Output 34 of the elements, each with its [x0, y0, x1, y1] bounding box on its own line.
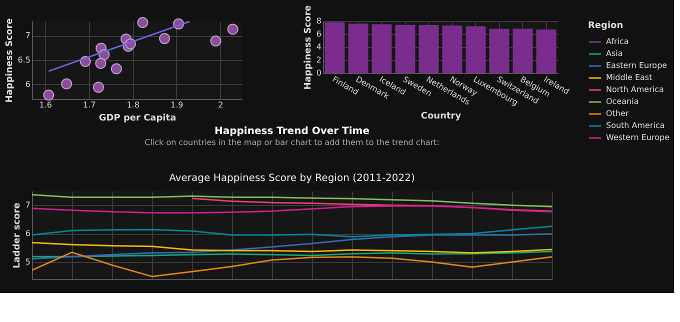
- y-tick-label: 5: [25, 257, 30, 266]
- y-tick-label: 0: [316, 68, 322, 78]
- chart-subtitle: Click on countries in the map or bar chart to add them to the trend chart:: [144, 138, 440, 147]
- legend-label: North America: [606, 85, 664, 94]
- x-axis-title: Country: [420, 111, 462, 122]
- legend-label: Middle East: [606, 73, 652, 82]
- y-tick-label: 2: [316, 56, 322, 64]
- x-tick-label: 1.8: [126, 100, 140, 110]
- y-axis-title: Happiness Score: [4, 18, 15, 103]
- y-axis-title: Ladder score: [12, 202, 22, 268]
- y-tick-label: 6: [316, 30, 322, 38]
- y-tick-label: 7: [25, 31, 30, 40]
- x-tick-label: 1.7: [83, 100, 96, 110]
- y-axis-title: Happiness Score: [303, 5, 314, 90]
- legend-label: South America: [606, 121, 665, 130]
- legend-label: Oceania: [606, 97, 639, 106]
- y-tick-label: 6: [25, 80, 30, 89]
- y-tick-label: 7: [25, 200, 30, 210]
- legend-label: Asia: [606, 49, 623, 58]
- y-tick-label: 6: [25, 229, 30, 238]
- x-tick-label: 1.9: [170, 100, 184, 110]
- y-tick-label: 4: [316, 42, 322, 52]
- chart-title: Happiness Trend Over Time: [214, 126, 370, 137]
- legend-label: Other: [606, 109, 630, 118]
- legend-label: Eastern Europe: [606, 61, 668, 70]
- x-axis-title: GDP per Capita: [98, 114, 176, 124]
- legend-title: Region: [588, 21, 624, 31]
- text: Average Happiness Score by Region (2011-2022): [169, 173, 415, 184]
- legend-label: Western Europe: [606, 133, 670, 142]
- legend-label: Africa: [606, 37, 629, 46]
- y-tick-label: 6.5: [18, 56, 30, 64]
- x-tick-label: 1.6: [39, 100, 52, 110]
- y-tick-label: 8: [316, 16, 322, 26]
- x-tick-label: 2: [218, 100, 224, 110]
